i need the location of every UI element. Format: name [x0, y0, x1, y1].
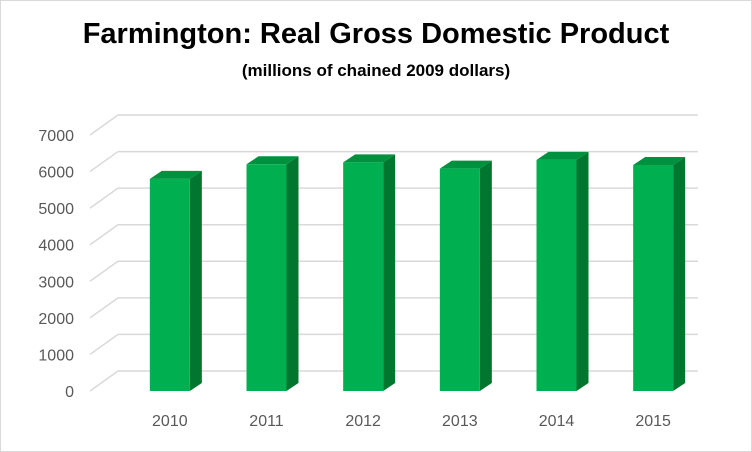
bar-front [246, 164, 287, 391]
x-tick-label: 2015 [635, 413, 671, 430]
bar-side [673, 156, 686, 391]
gridline [89, 333, 698, 356]
bar [246, 156, 299, 391]
gridline [89, 114, 698, 136]
y-tick-label: 2000 [38, 311, 74, 328]
bar-top [536, 151, 589, 160]
y-tick-label: 6000 [38, 165, 74, 182]
bar [536, 151, 589, 391]
y-tick-label: 1000 [38, 347, 74, 364]
y-axis-ticks: 0 1000 2000 3000 4000 5000 6000 7000 [38, 128, 74, 401]
gridline [89, 150, 698, 173]
bar-front [439, 168, 480, 391]
x-tick-label: 2010 [152, 413, 188, 430]
gridlines [89, 114, 698, 392]
gridline [89, 370, 698, 392]
gridline [89, 223, 698, 246]
x-tick-label: 2012 [345, 413, 381, 430]
bar-side [479, 160, 492, 391]
gridline [89, 260, 698, 282]
bar-top [633, 156, 686, 165]
y-tick-label: 7000 [38, 128, 74, 145]
bar-front [343, 162, 384, 391]
bar-side [383, 154, 396, 391]
bar-front [536, 159, 577, 391]
bar [149, 170, 202, 391]
bar [633, 156, 686, 391]
bar-side [286, 156, 299, 391]
bar [343, 154, 396, 391]
bar-front [149, 178, 190, 391]
x-axis-ticks: 2010 2011 2012 2013 2014 2015 [152, 413, 671, 430]
bar-side [576, 151, 589, 391]
bar-front [633, 164, 674, 391]
x-tick-label: 2013 [442, 413, 478, 430]
gridline [89, 297, 698, 319]
bar-top [149, 170, 202, 179]
bar-top [246, 156, 299, 165]
bars [149, 151, 686, 391]
y-tick-label: 0 [65, 384, 74, 401]
bar-side [189, 170, 202, 391]
x-tick-label: 2011 [249, 413, 284, 430]
chart-title: Farmington: Real Gross Domestic Product [82, 18, 670, 50]
bar-top [439, 160, 492, 169]
bar-top [343, 154, 396, 163]
gridline [89, 187, 698, 209]
x-tick-label: 2014 [539, 413, 575, 430]
bar [439, 160, 492, 391]
y-tick-label: 3000 [38, 274, 74, 291]
y-tick-label: 5000 [38, 201, 74, 218]
y-tick-label: 4000 [38, 238, 74, 255]
chart-subtitle: (millions of chained 2009 dollars) [241, 61, 511, 80]
